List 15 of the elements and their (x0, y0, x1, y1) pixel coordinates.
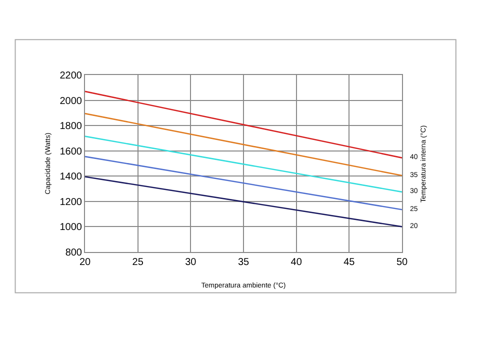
y-tick-label: 1000 (60, 222, 82, 234)
y-tick-label: 2200 (60, 70, 82, 82)
x-tick-label: 40 (290, 257, 302, 268)
x-tick-label: 35 (238, 257, 250, 268)
x-tick-label: 25 (132, 257, 144, 268)
y-tick-label: 1600 (60, 146, 82, 158)
x-tick-label: 30 (185, 257, 197, 268)
y-tick-label: 2000 (60, 96, 82, 107)
y-tick-label: 800 (65, 248, 82, 258)
y-tick-label: 1800 (60, 121, 82, 132)
y-tick-label: 1400 (60, 172, 82, 183)
y-tick-label: 1200 (60, 196, 82, 208)
x-tick-label: 50 (396, 257, 408, 268)
x-tick-label: 20 (79, 257, 91, 268)
x-tick-label: 45 (344, 257, 356, 268)
